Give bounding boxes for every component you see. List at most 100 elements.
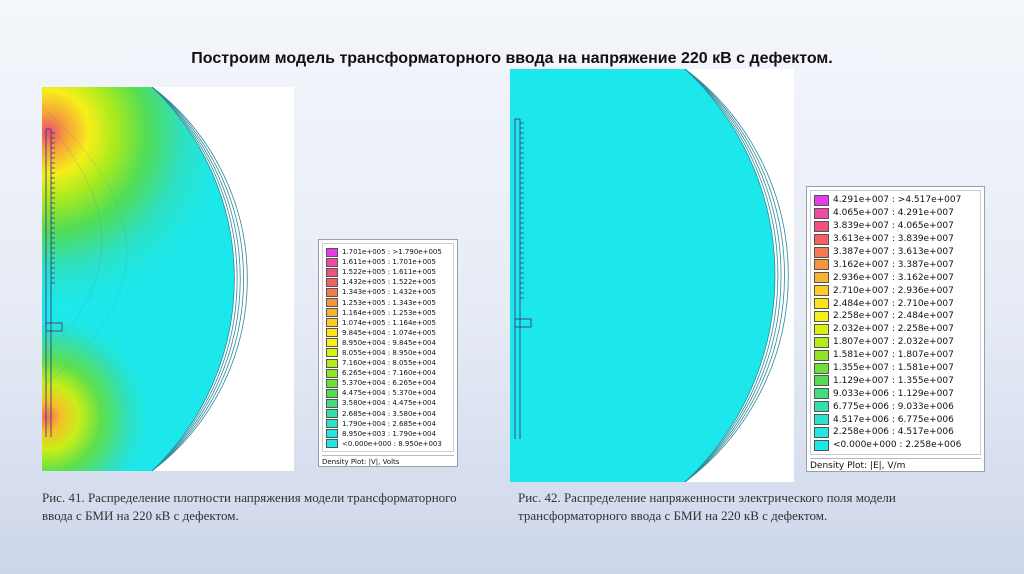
figure41-caption-line1: Рис. 41. Распределение плотности напряже… bbox=[42, 490, 457, 505]
field-legend-entry: 2.258e+006 : 4.517e+006 bbox=[814, 426, 977, 439]
voltage-legend-entry: 1.343e+005 : 1.432e+005 bbox=[326, 287, 450, 297]
field-legend-swatch bbox=[814, 401, 829, 413]
figure41-caption-line2: ввода с БМИ на 220 кВ с дефектом. bbox=[42, 508, 239, 523]
field-legend-swatch bbox=[814, 220, 829, 232]
field-legend-swatch bbox=[814, 414, 829, 426]
field-legend-swatch bbox=[814, 272, 829, 284]
field-legend-label: 3.162e+007 : 3.387e+007 bbox=[833, 259, 954, 270]
voltage-legend-label: 5.370e+004 : 6.265e+004 bbox=[342, 379, 436, 388]
field-legend-swatch bbox=[814, 298, 829, 310]
field-legend-entry: 2.484e+007 : 2.710e+007 bbox=[814, 297, 977, 310]
field-legend-entry: 4.291e+007 : >4.517e+007 bbox=[814, 194, 977, 207]
voltage-legend-swatch bbox=[326, 257, 338, 267]
voltage-legend-entry: 2.685e+004 : 3.580e+004 bbox=[326, 409, 450, 419]
field-legend-swatch bbox=[814, 349, 829, 361]
field-legend-label: 2.258e+006 : 4.517e+006 bbox=[833, 427, 954, 438]
voltage-legend-label: 9.845e+004 : 1.074e+005 bbox=[342, 328, 436, 337]
voltage-legend-footer: Density Plot: |V|, Volts bbox=[322, 454, 454, 466]
field-legend-swatch bbox=[814, 426, 829, 438]
field-legend-label: 4.517e+006 : 6.775e+006 bbox=[833, 414, 954, 425]
field-legend-swatch bbox=[814, 246, 829, 258]
field-legend-label: <0.000e+000 : 2.258e+006 bbox=[833, 440, 962, 451]
voltage-legend-label: 1.701e+005 : >1.790e+005 bbox=[342, 248, 442, 257]
field-legend-entry: 1.807e+007 : 2.032e+007 bbox=[814, 336, 977, 349]
voltage-legend-entry: <0.000e+000 : 8.950e+003 bbox=[326, 439, 450, 449]
field-legend-swatch bbox=[814, 375, 829, 387]
voltage-legend-label: 8.950e+004 : 9.845e+004 bbox=[342, 338, 436, 347]
voltage-legend-swatch bbox=[326, 247, 338, 257]
voltage-density-plot bbox=[42, 87, 294, 471]
field-legend-swatch bbox=[814, 323, 829, 335]
voltage-legend-entry: 1.522e+005 : 1.611e+005 bbox=[326, 267, 450, 277]
voltage-legend-swatch bbox=[326, 358, 338, 368]
voltage-legend-swatch bbox=[326, 287, 338, 297]
field-legend-swatch bbox=[814, 259, 829, 271]
voltage-legend-entry: 1.790e+004 : 2.685e+004 bbox=[326, 419, 450, 429]
voltage-legend-entry: 8.950e+004 : 9.845e+004 bbox=[326, 338, 450, 348]
field-legend: 4.291e+007 : >4.517e+007 4.065e+007 : 4.2… bbox=[806, 186, 985, 472]
voltage-legend-swatch bbox=[326, 318, 338, 328]
voltage-legend-swatch bbox=[326, 368, 338, 378]
field-legend-label: 1.581e+007 : 1.807e+007 bbox=[833, 350, 954, 361]
voltage-legend-label: 7.160e+004 : 8.055e+004 bbox=[342, 359, 436, 368]
field-legend-label: 3.839e+007 : 4.065e+007 bbox=[833, 221, 954, 232]
field-legend-label: 4.065e+007 : 4.291e+007 bbox=[833, 208, 954, 219]
field-legend-label: 2.936e+007 : 3.162e+007 bbox=[833, 272, 954, 283]
field-legend-label: 2.258e+007 : 2.484e+007 bbox=[833, 311, 954, 322]
voltage-legend-label: 3.580e+004 : 4.475e+004 bbox=[342, 399, 436, 408]
figure42-caption-line2: трансформаторного ввода с БМИ на 220 кВ … bbox=[518, 508, 828, 523]
figure42-caption: Рис. 42. Распределение напряженности эле… bbox=[518, 489, 988, 525]
voltage-legend-label: 1.253e+005 : 1.343e+005 bbox=[342, 298, 436, 307]
voltage-legend-label: 1.074e+005 : 1.164e+005 bbox=[342, 318, 436, 327]
field-legend-entry: 3.162e+007 : 3.387e+007 bbox=[814, 258, 977, 271]
field-legend-entry: 3.613e+007 : 3.839e+007 bbox=[814, 233, 977, 246]
field-legend-entry: <0.000e+000 : 2.258e+006 bbox=[814, 439, 977, 452]
voltage-legend-entry: 8.950e+003 : 1.790e+004 bbox=[326, 429, 450, 439]
field-legend-swatch bbox=[814, 194, 829, 206]
field-legend-swatch bbox=[814, 310, 829, 322]
voltage-legend-swatch bbox=[326, 429, 338, 439]
field-legend-label: 3.387e+007 : 3.613e+007 bbox=[833, 247, 954, 257]
field-legend-entry: 2.936e+007 : 3.162e+007 bbox=[814, 271, 977, 284]
voltage-legend-entry: 1.074e+005 : 1.164e+005 bbox=[326, 318, 450, 328]
field-legend-swatch bbox=[814, 362, 829, 374]
voltage-legend-label: 6.265e+004 : 7.160e+004 bbox=[342, 369, 436, 378]
field-legend-label: 1.355e+007 : 1.581e+007 bbox=[833, 363, 954, 374]
voltage-legend-label: <0.000e+000 : 8.950e+003 bbox=[342, 439, 442, 448]
field-legend-entry: 2.258e+007 : 2.484e+007 bbox=[814, 310, 977, 323]
voltage-legend-swatch bbox=[326, 267, 338, 277]
figure41-caption: Рис. 41. Распределение плотности напряже… bbox=[42, 489, 512, 525]
voltage-legend-entry: 1.701e+005 : >1.790e+005 bbox=[326, 247, 450, 257]
voltage-legend-swatch bbox=[326, 308, 338, 318]
field-legend-entry: 3.839e+007 : 4.065e+007 bbox=[814, 220, 977, 233]
voltage-legend-label: 1.522e+005 : 1.611e+005 bbox=[342, 268, 436, 277]
field-legend-swatch bbox=[814, 207, 829, 219]
field-legend-entry: 2.710e+007 : 2.936e+007 bbox=[814, 284, 977, 297]
voltage-legend-label: 1.432e+005 : 1.522e+005 bbox=[342, 278, 436, 287]
voltage-legend-entry: 6.265e+004 : 7.160e+004 bbox=[326, 368, 450, 378]
voltage-legend-entry: 1.164e+005 : 1.253e+005 bbox=[326, 308, 450, 318]
field-legend-entry: 3.387e+007 : 3.613e+007 bbox=[814, 246, 977, 259]
field-legend-label: 9.033e+006 : 1.129e+007 bbox=[833, 388, 954, 399]
field-legend-label: 6.775e+006 : 9.033e+006 bbox=[833, 401, 954, 412]
voltage-legend-label: 8.055e+004 : 8.950e+004 bbox=[342, 348, 436, 357]
field-legend-label: 2.032e+007 : 2.258e+007 bbox=[833, 324, 954, 335]
field-legend-swatch bbox=[814, 336, 829, 348]
voltage-legend-swatch bbox=[326, 439, 338, 449]
voltage-legend-swatch bbox=[326, 388, 338, 398]
field-legend-swatch bbox=[814, 285, 829, 297]
voltage-legend-swatch bbox=[326, 419, 338, 429]
field-legend-label: 1.129e+007 : 1.355e+007 bbox=[833, 375, 954, 386]
voltage-legend-swatch bbox=[326, 409, 338, 419]
voltage-legend-swatch bbox=[326, 398, 338, 408]
voltage-legend-swatch bbox=[326, 277, 338, 287]
voltage-legend-entry: 8.055e+004 : 8.950e+004 bbox=[326, 348, 450, 358]
field-legend-entry: 9.033e+006 : 1.129e+007 bbox=[814, 387, 977, 400]
voltage-legend-entry: 9.845e+004 : 1.074e+005 bbox=[326, 328, 450, 338]
voltage-legend-entries: 1.701e+005 : >1.790e+005 1.611e+005 : 1.7… bbox=[326, 247, 450, 449]
field-legend-swatch bbox=[814, 233, 829, 245]
figure42-caption-line1: Рис. 42. Распределение напряженности эле… bbox=[518, 490, 896, 505]
field-strength-plot bbox=[510, 69, 794, 482]
field-legend-entry: 2.032e+007 : 2.258e+007 bbox=[814, 323, 977, 336]
voltage-legend-label: 2.685e+004 : 3.580e+004 bbox=[342, 409, 436, 418]
